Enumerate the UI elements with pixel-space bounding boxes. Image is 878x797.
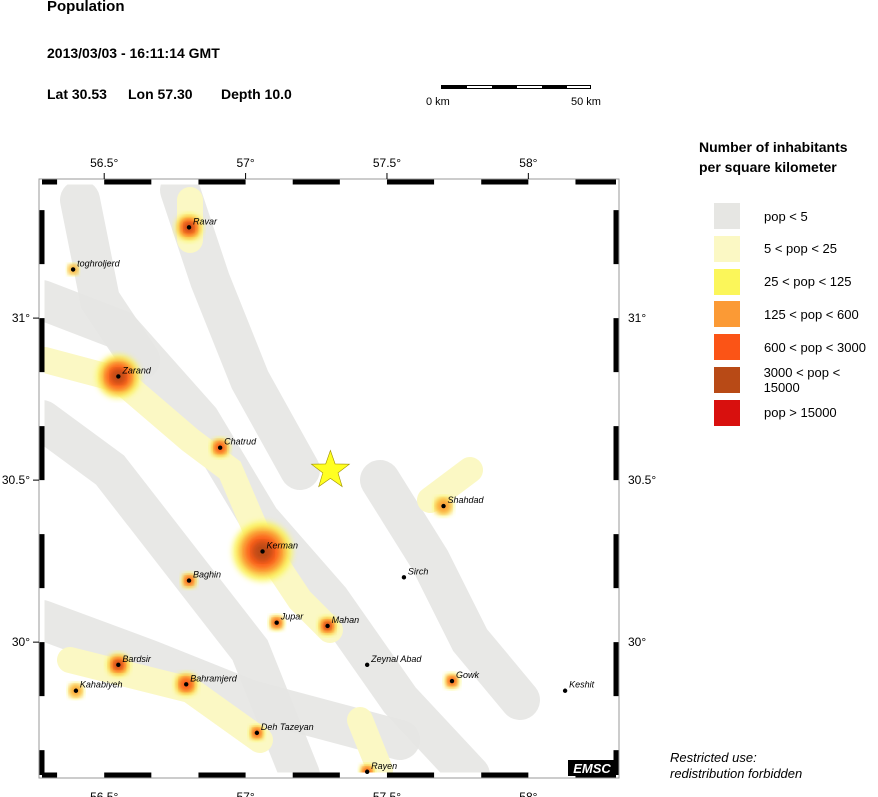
legend-label: 600 < pop < 3000 bbox=[764, 339, 866, 355]
legend-swatch bbox=[714, 301, 740, 328]
city-marker bbox=[260, 549, 265, 554]
city-marker bbox=[274, 620, 279, 625]
city-marker bbox=[217, 445, 223, 450]
usage-notice-line1: Restricted use: bbox=[670, 750, 757, 765]
city-label: Shahdad bbox=[448, 495, 485, 505]
legend-item: pop < 5 bbox=[714, 203, 808, 229]
event-depth: Depth 10.0 bbox=[221, 86, 292, 102]
city-label: Rayen bbox=[371, 761, 397, 771]
city-marker bbox=[449, 678, 455, 684]
lat-tick-label-right: 30.5° bbox=[628, 473, 656, 487]
map-title: Population bbox=[47, 0, 125, 15]
city-marker bbox=[364, 662, 370, 668]
lat-tick-label-left: 31° bbox=[12, 311, 30, 325]
legend-label: 25 < pop < 125 bbox=[764, 274, 852, 290]
map-frame-outer bbox=[38, 178, 620, 779]
city-marker bbox=[116, 374, 121, 379]
lon-tick-label-top: 56.5° bbox=[90, 156, 118, 170]
city-label: Mahan bbox=[332, 615, 360, 625]
usage-notice: Restricted use: redistribution forbidden bbox=[670, 750, 802, 782]
city-label: Kahabiyeh bbox=[80, 680, 123, 690]
lon-tick-label-bottom: 58° bbox=[519, 790, 537, 797]
city-label: Kerman bbox=[267, 540, 299, 550]
lat-tick-label-left: 30.5° bbox=[2, 473, 30, 487]
populated-area bbox=[417, 457, 483, 513]
scale-end-label: 50 km bbox=[571, 96, 601, 108]
city-marker bbox=[364, 769, 370, 774]
legend-title-line1: Number of inhabitants bbox=[699, 139, 848, 155]
event-lon: Lon 57.30 bbox=[128, 86, 193, 102]
lat-tick-label-left: 30° bbox=[12, 635, 30, 649]
city-marker bbox=[116, 662, 121, 668]
city-marker bbox=[70, 267, 76, 272]
lon-tick-label-top: 57.5° bbox=[373, 156, 401, 170]
city-marker bbox=[401, 575, 407, 580]
city-label: toghroljerd bbox=[77, 258, 121, 268]
legend-swatch bbox=[714, 367, 740, 393]
city-label: Zarand bbox=[121, 365, 152, 375]
city-label: Baghin bbox=[193, 570, 221, 580]
legend-swatch bbox=[714, 235, 740, 262]
lon-tick-label-bottom: 56.5° bbox=[90, 790, 118, 797]
legend-title: Number of inhabitants per square kilomet… bbox=[699, 137, 848, 177]
city-label: Zeynal Abad bbox=[370, 654, 422, 664]
lon-tick-label-top: 57° bbox=[237, 156, 255, 170]
legend-label: 5 < pop < 25 bbox=[764, 241, 838, 257]
legend-title-line2: per square kilometer bbox=[699, 159, 837, 175]
emsc-logo-text: EMSC bbox=[573, 761, 611, 776]
city-marker bbox=[184, 682, 189, 687]
lon-tick-label-bottom: 57° bbox=[237, 790, 255, 797]
legend-swatch bbox=[714, 399, 740, 426]
city-marker bbox=[441, 503, 446, 509]
scale-bar bbox=[441, 85, 591, 89]
legend-label: pop > 15000 bbox=[764, 405, 837, 421]
epicenter-star-icon bbox=[310, 449, 351, 488]
event-datetime: 2013/03/03 - 16:11:14 GMT bbox=[47, 45, 220, 61]
city-label: Jupar bbox=[280, 612, 305, 622]
legend-label: 125 < pop < 600 bbox=[764, 306, 859, 322]
city-marker bbox=[325, 623, 330, 629]
legend-item: 3000 < pop < 15000 bbox=[714, 365, 878, 395]
legend-swatch bbox=[714, 203, 740, 229]
city-label: Bahramjerd bbox=[190, 673, 238, 683]
lon-tick-label-top: 58° bbox=[519, 156, 537, 170]
population-layer bbox=[42, 182, 540, 775]
city-marker bbox=[186, 225, 192, 230]
low-density-area bbox=[42, 600, 420, 760]
low-density-area bbox=[60, 182, 160, 380]
city-label: Sirch bbox=[408, 566, 429, 576]
legend-item: 25 < pop < 125 bbox=[714, 268, 852, 295]
emsc-logo bbox=[568, 760, 616, 776]
legend-item: 600 < pop < 3000 bbox=[714, 334, 866, 361]
city-marker bbox=[562, 688, 568, 693]
city-label: Ravar bbox=[193, 216, 218, 226]
city-label: Chatrud bbox=[224, 437, 257, 447]
lat-tick-label-right: 30° bbox=[628, 635, 646, 649]
city-marker bbox=[254, 730, 260, 736]
city-marker bbox=[73, 688, 79, 693]
legend-swatch bbox=[714, 268, 740, 295]
legend-label: 3000 < pop < 15000 bbox=[763, 365, 841, 395]
city-label: Keshit bbox=[569, 680, 595, 690]
city-label: Deh Tazeyan bbox=[261, 722, 314, 732]
city-label: Gowk bbox=[456, 670, 480, 680]
populated-area bbox=[347, 707, 393, 775]
legend-label: pop < 5 bbox=[764, 208, 808, 224]
legend-swatch bbox=[714, 334, 740, 361]
usage-notice-line2: redistribution forbidden bbox=[670, 766, 803, 781]
legend-item: pop > 15000 bbox=[714, 399, 837, 426]
city-label: Bardsir bbox=[122, 654, 152, 664]
event-lat: Lat 30.53 bbox=[47, 86, 107, 102]
legend-item: 125 < pop < 600 bbox=[714, 301, 859, 328]
lon-tick-label-bottom: 57.5° bbox=[373, 790, 401, 797]
city-marker bbox=[186, 578, 192, 583]
low-density-area bbox=[360, 460, 540, 720]
scale-start-label: 0 km bbox=[426, 96, 450, 108]
lat-tick-label-right: 31° bbox=[628, 311, 646, 325]
legend-item: 5 < pop < 25 bbox=[714, 235, 838, 262]
